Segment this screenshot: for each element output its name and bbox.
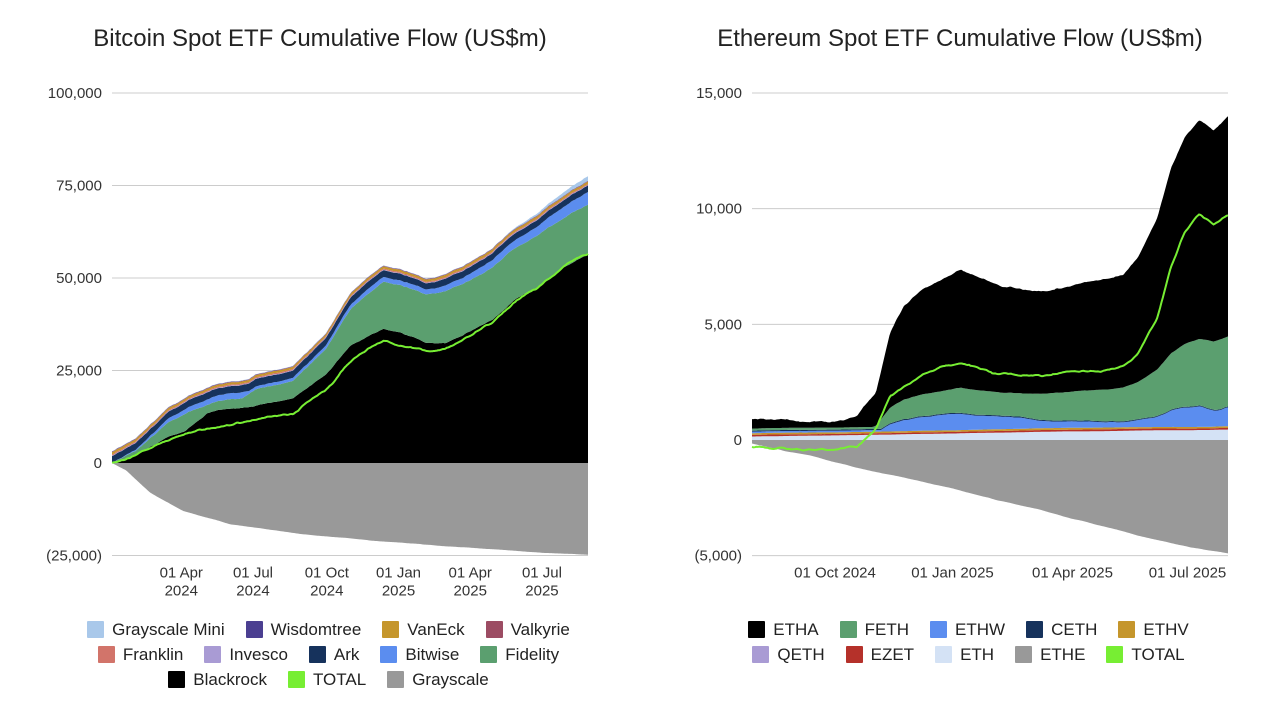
svg-text:(5,000): (5,000): [694, 548, 742, 565]
svg-text:10,000: 10,000: [696, 201, 742, 218]
svg-text:01 Jan: 01 Jan: [376, 565, 421, 582]
svg-text:15,000: 15,000: [696, 85, 742, 102]
svg-text:25,000: 25,000: [56, 363, 102, 380]
svg-text:2024: 2024: [236, 583, 269, 600]
svg-text:75,000: 75,000: [56, 178, 102, 195]
svg-text:01 Jul: 01 Jul: [522, 565, 562, 582]
svg-text:5,000: 5,000: [704, 316, 742, 333]
svg-text:0: 0: [94, 455, 102, 472]
svg-text:2024: 2024: [310, 583, 343, 600]
svg-text:2024: 2024: [165, 583, 198, 600]
svg-text:0: 0: [734, 432, 742, 449]
svg-text:100,000: 100,000: [48, 85, 102, 102]
svg-text:(25,000): (25,000): [46, 548, 102, 565]
svg-text:2025: 2025: [382, 583, 415, 600]
svg-text:01 Apr 2025: 01 Apr 2025: [1032, 565, 1113, 582]
svg-text:01 Oct: 01 Oct: [305, 565, 350, 582]
svg-text:Ethereum Spot ETF Cumulative F: Ethereum Spot ETF Cumulative Flow (US$m): [717, 25, 1202, 52]
svg-text:01 Jul 2025: 01 Jul 2025: [1149, 565, 1227, 582]
svg-text:01 Jan 2025: 01 Jan 2025: [911, 565, 994, 582]
svg-text:01 Apr: 01 Apr: [449, 565, 492, 582]
svg-text:50,000: 50,000: [56, 270, 102, 287]
svg-text:Bitcoin Spot ETF Cumulative Fl: Bitcoin Spot ETF Cumulative Flow (US$m): [93, 25, 546, 52]
svg-text:2025: 2025: [454, 583, 487, 600]
svg-text:01 Jul: 01 Jul: [233, 565, 273, 582]
svg-text:01 Oct 2024: 01 Oct 2024: [794, 565, 876, 582]
svg-text:2025: 2025: [525, 583, 558, 600]
svg-text:01 Apr: 01 Apr: [160, 565, 203, 582]
